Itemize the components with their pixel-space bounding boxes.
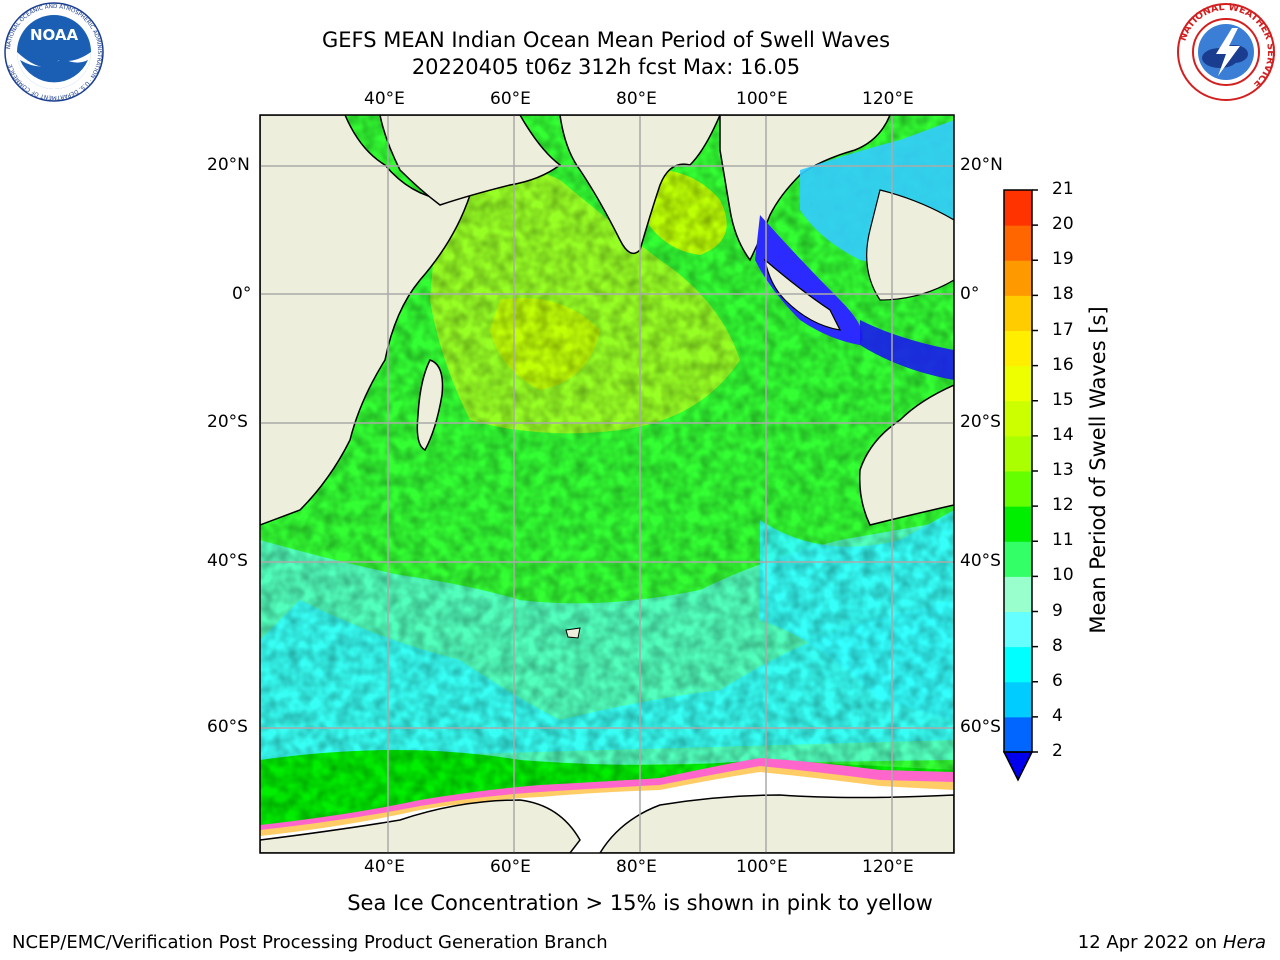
- colorbar-level-label: 15: [1052, 389, 1074, 410]
- colorbar: [1002, 189, 1038, 782]
- colorbar-segment: [1004, 611, 1032, 648]
- sumatra-land: [764, 258, 842, 331]
- map-border: [259, 114, 955, 854]
- colorbar-extend-arrow: [1002, 751, 1034, 782]
- colorbar-level-label: 6: [1052, 670, 1063, 691]
- colorbar-level-label: 4: [1052, 705, 1063, 726]
- lon-label-top: 100°E: [736, 89, 788, 109]
- lat-label-right: 60°S: [960, 717, 1001, 737]
- colorbar-segment: [1004, 435, 1032, 472]
- lat-label-left: 20°N: [207, 155, 250, 175]
- colorbar-level-label: 13: [1052, 460, 1074, 480]
- madagascar-land: [416, 359, 444, 451]
- colorbar-segment: [1004, 260, 1032, 296]
- noaa-logo: NOAA NATIONAL OCEANIC AND ATMOSPHERIC AD…: [4, 2, 104, 102]
- lat-label-left: 20°S: [207, 412, 248, 432]
- footer-date-text: 12 Apr 2022 on: [1077, 932, 1223, 953]
- lon-label-top: 80°E: [616, 89, 657, 109]
- colorbar-segment: [1004, 190, 1032, 226]
- lat-label-right: 40°S: [960, 551, 1001, 571]
- lat-label-right: 20°S: [960, 412, 1001, 432]
- colorbar-title: Mean Period of Swell Waves [s]: [1086, 306, 1110, 634]
- map-field: [260, 115, 954, 853]
- colorbar-segment: [1004, 716, 1032, 753]
- colorbar-level-label: 19: [1052, 249, 1074, 270]
- colorbar-segment: [1004, 400, 1032, 437]
- colorbar-level-label: 12: [1052, 495, 1074, 516]
- lon-label-bottom: 80°E: [616, 857, 657, 877]
- colorbar-level-label: 20: [1052, 214, 1074, 235]
- footer-host: Hera: [1222, 932, 1266, 953]
- lon-label-bottom: 40°E: [364, 857, 405, 877]
- colorbar-level-label: 18: [1052, 284, 1074, 305]
- colorbar-segment: [1004, 330, 1032, 367]
- colorbar-segment: [1004, 681, 1032, 718]
- lon-label-top: 120°E: [862, 89, 914, 109]
- map-title: GEFS MEAN Indian Ocean Mean Period of Sw…: [321, 28, 891, 52]
- lat-label-left: 60°S: [207, 717, 248, 737]
- colorbar-level-label: 2: [1052, 741, 1063, 761]
- lon-label-top: 60°E: [490, 89, 531, 109]
- lat-label-left: 40°S: [207, 551, 248, 571]
- footer-date: 12 Apr 2022 on Hera: [1078, 932, 1266, 953]
- colorbar-level-label: 16: [1052, 354, 1074, 375]
- colorbar-segment: [1004, 646, 1032, 683]
- colorbar-level-label: 21: [1052, 179, 1074, 199]
- nws-logo: NATIONAL WEATHER SERVICE: [1177, 2, 1276, 101]
- colorbar-segment: [1004, 295, 1032, 331]
- lat-label-left: 0°: [232, 284, 252, 304]
- colorbar-segment: [1004, 576, 1032, 612]
- map-subtitle: 20220405 t06z 312h fcst Max: 16.05: [411, 55, 801, 79]
- colorbar-segment: [1004, 225, 1032, 261]
- colorbar-level-label: 17: [1052, 319, 1074, 340]
- indonesia-shelf: [755, 215, 863, 345]
- lon-label-bottom: 120°E: [862, 857, 914, 877]
- lat-label-right: 0°: [960, 284, 980, 304]
- lon-label-bottom: 60°E: [490, 857, 531, 877]
- svg-text:NOAA: NOAA: [30, 26, 79, 44]
- colorbar-level-label: 11: [1052, 530, 1074, 551]
- australia-land: [858, 384, 954, 526]
- footer-credit: NCEP/EMC/Verification Post Processing Pr…: [12, 932, 608, 953]
- colorbar-level-label: 8: [1052, 635, 1063, 656]
- antarctica-land: [260, 799, 581, 853]
- colorbar-level-label: 10: [1052, 565, 1074, 586]
- borneo-land: [866, 189, 954, 301]
- colorbar-segment: [1004, 506, 1032, 542]
- colorbar-segment: [1004, 541, 1032, 577]
- lat-label-right: 20°N: [960, 155, 1003, 175]
- graticule: [260, 115, 954, 853]
- colorbar-level-label: 9: [1052, 600, 1063, 621]
- sea-ice-caption: Sea Ice Concentration > 15% is shown in …: [347, 891, 933, 915]
- colorbar-segment: [1004, 471, 1032, 507]
- arabia-land: [379, 115, 562, 206]
- lon-label-top: 40°E: [364, 89, 405, 109]
- lon-label-bottom: 100°E: [736, 857, 788, 877]
- colorbar-segment: [1004, 365, 1032, 402]
- colorbar-level-label: 14: [1052, 424, 1074, 445]
